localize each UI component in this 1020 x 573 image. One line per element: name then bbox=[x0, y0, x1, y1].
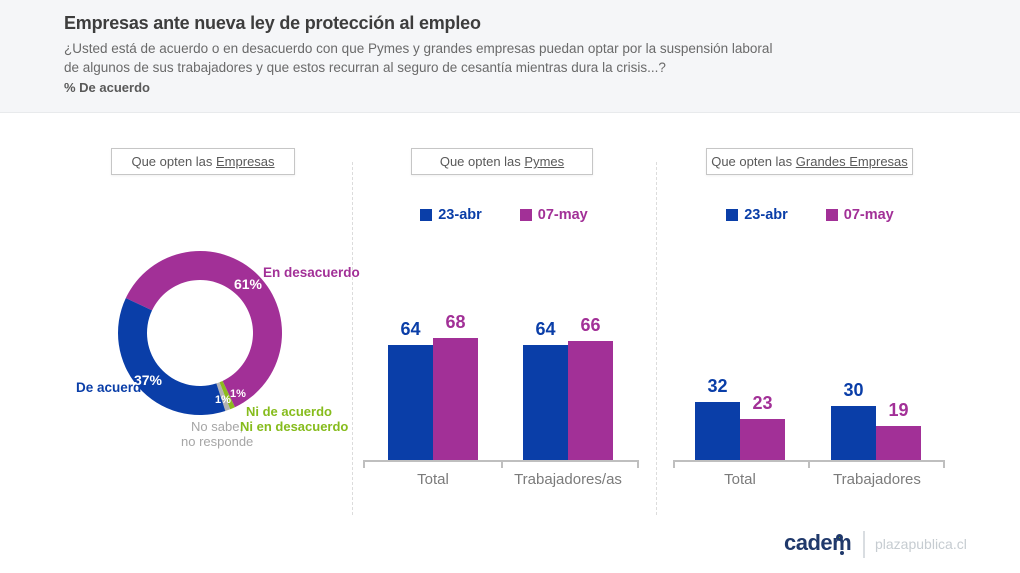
footer: cadem plazapublica.cl bbox=[740, 528, 1000, 568]
panel-title-emphasis: Pymes bbox=[524, 154, 565, 169]
bar-23abr-trabajadores bbox=[831, 406, 876, 460]
axis-tick bbox=[943, 460, 945, 468]
cadem-logo-ring-icon bbox=[836, 534, 843, 541]
bar-07may-total bbox=[433, 337, 478, 460]
cadem-logo-dot-icon bbox=[840, 551, 844, 555]
legend-swatch-23abr bbox=[726, 209, 739, 221]
bar-value: 32 bbox=[707, 376, 728, 397]
metric-label: % De acuerdo bbox=[64, 80, 150, 95]
panel-pymes: Que opten las Pymes 23-abr 07-may 64 68 … bbox=[352, 140, 656, 525]
donut-label-ni-line2: Ni en desacuerdo bbox=[240, 419, 349, 434]
bar-value: 23 bbox=[752, 392, 773, 413]
bar-plot-grandes: 32 23 30 19 bbox=[656, 280, 964, 460]
bar-07may-trabajadores bbox=[568, 341, 613, 460]
legend-item-23abr: 23-abr bbox=[726, 207, 788, 223]
legend-swatch-23abr bbox=[420, 209, 433, 221]
bar-value: 68 bbox=[445, 311, 466, 332]
panel-title-grandes: Que opten las Grandes Empresas bbox=[706, 148, 913, 175]
panel-title-prefix: Que opten las bbox=[439, 154, 525, 169]
bar-value: 64 bbox=[400, 318, 421, 339]
donut-segment bbox=[118, 298, 226, 415]
category-label-trabajadores: Trabajadores/as bbox=[514, 471, 622, 488]
legend-label-07may: 07-may bbox=[843, 207, 894, 223]
bar-value: 66 bbox=[580, 315, 601, 336]
donut-label-de-acuerdo: De acuerdo bbox=[76, 380, 150, 395]
axis-tick bbox=[673, 460, 675, 468]
bar-value: 64 bbox=[535, 318, 556, 339]
donut-label-no-sabe-line1: No sabe, bbox=[191, 419, 244, 434]
donut-label-ni-line1: Ni de acuerdo bbox=[246, 404, 332, 419]
legend-pymes: 23-abr 07-may bbox=[352, 207, 656, 223]
bar-value: 19 bbox=[888, 399, 909, 420]
legend-label-23abr: 23-abr bbox=[744, 207, 788, 223]
axis-tick bbox=[501, 460, 503, 468]
panel-title-emphasis: Empresas bbox=[216, 154, 275, 169]
donut-chart bbox=[118, 250, 282, 415]
panel-title-empresas: Que opten las Empresas bbox=[111, 148, 295, 175]
legend-grandes: 23-abr 07-may bbox=[656, 207, 964, 223]
legend-label-07may: 07-may bbox=[537, 207, 588, 223]
category-label-total: Total bbox=[417, 471, 449, 488]
donut-label-no-sabe-line2: no responde bbox=[181, 434, 254, 449]
header: Empresas ante nueva ley de protección al… bbox=[0, 0, 1020, 113]
bar-07may-total bbox=[740, 418, 785, 460]
panel-divider-left bbox=[352, 162, 353, 515]
bar-value: 30 bbox=[843, 380, 864, 400]
axis-tick bbox=[637, 460, 639, 468]
donut-segment bbox=[219, 380, 235, 410]
panel-title-emphasis: Grandes Empresas bbox=[795, 154, 908, 169]
panel-title-prefix: Que opten las bbox=[131, 154, 217, 169]
panel-title-prefix: Que opten las bbox=[711, 154, 796, 169]
axis-tick bbox=[363, 460, 365, 468]
x-axis bbox=[363, 460, 638, 462]
legend-item-07may: 07-may bbox=[519, 207, 588, 223]
bar-23abr-trabajadores bbox=[523, 344, 568, 460]
panel-title-pymes: Que opten las Pymes bbox=[411, 148, 593, 175]
donut-segment bbox=[125, 250, 282, 408]
donut-label-en-desacuerdo: En desacuerdo bbox=[263, 265, 360, 280]
footer-divider bbox=[863, 531, 865, 558]
page-title: Empresas ante nueva ley de protección al… bbox=[64, 13, 481, 33]
category-label-trabajadores: Trabajadores bbox=[833, 471, 921, 488]
bar-23abr-total bbox=[388, 344, 433, 460]
donut-pct-en-desacuerdo: 61% bbox=[233, 276, 263, 292]
panel-divider-right bbox=[656, 162, 657, 515]
donut-pct-no-sabe: 1% bbox=[215, 394, 231, 406]
legend-item-23abr: 23-abr bbox=[420, 207, 482, 223]
legend-item-07may: 07-may bbox=[825, 207, 894, 223]
panel-grandes-empresas: Que opten las Grandes Empresas 23-abr 07… bbox=[656, 140, 964, 525]
survey-question-line2: de algunos de sus trabajadores y que est… bbox=[64, 60, 666, 75]
category-label-total: Total bbox=[724, 471, 756, 488]
legend-label-23abr: 23-abr bbox=[438, 207, 482, 223]
bar-07may-trabajadores bbox=[876, 425, 921, 460]
donut-pct-de-acuerdo: 37% bbox=[133, 372, 163, 388]
panel-empresas: Que opten las Empresas En desacuerdo 61%… bbox=[0, 140, 360, 525]
axis-tick bbox=[808, 460, 810, 468]
legend-swatch-07may bbox=[825, 209, 838, 221]
survey-question-line1: ¿Usted está de acuerdo o en desacuerdo c… bbox=[64, 41, 773, 56]
donut-segment bbox=[216, 382, 231, 411]
bar-23abr-total bbox=[695, 402, 740, 460]
legend-swatch-07may bbox=[519, 209, 532, 221]
bar-plot-pymes: 64 68 64 66 bbox=[352, 280, 656, 460]
donut-pct-ni: 1% bbox=[230, 388, 246, 400]
plazapublica-link: plazapublica.cl bbox=[875, 536, 967, 552]
